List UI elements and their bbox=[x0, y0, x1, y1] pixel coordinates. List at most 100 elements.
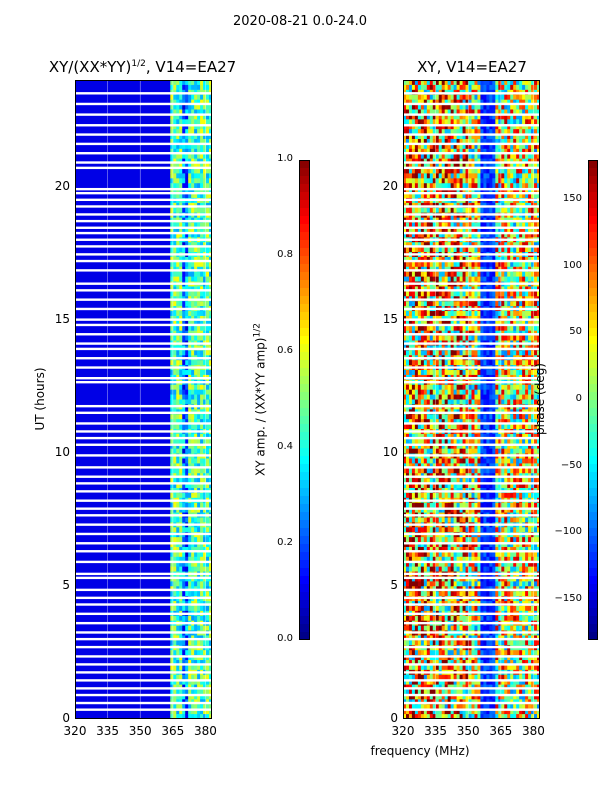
right-heatmap-cell bbox=[447, 542, 452, 548]
right-heatmap-cell bbox=[423, 517, 428, 523]
right-heatmap-cell bbox=[417, 158, 422, 164]
right-heatmap-cell bbox=[417, 148, 422, 155]
left-heatmap-cell bbox=[206, 625, 210, 631]
right-heatmap-cell bbox=[423, 424, 428, 430]
right-heatmap-cell bbox=[429, 542, 434, 548]
right-heatmap-cell bbox=[441, 694, 446, 700]
right-heatmap-cell bbox=[414, 478, 419, 484]
left-heatmap-cell bbox=[206, 443, 210, 450]
right-heatmap-cell bbox=[426, 227, 431, 233]
left-heatmap-cell bbox=[197, 143, 201, 150]
right-heatmap-cell bbox=[468, 468, 472, 474]
right-heatmap-cell bbox=[417, 463, 422, 469]
right-heatmap-cell bbox=[453, 581, 458, 587]
left-heatmap-cell bbox=[194, 537, 198, 543]
left-heatmap-cell bbox=[194, 492, 198, 499]
left-heatmap-cell bbox=[170, 94, 174, 101]
right-heatmap-cell bbox=[420, 551, 425, 558]
right-heatmap-cell bbox=[411, 163, 416, 169]
right-heatmap-cell bbox=[408, 148, 413, 155]
left-heatmap-cell bbox=[200, 301, 204, 307]
right-heatmap-cell bbox=[414, 80, 419, 86]
left-heatmap-cell bbox=[176, 242, 180, 248]
left-heatmap-cell bbox=[182, 468, 186, 474]
right-heatmap-cell bbox=[417, 561, 422, 568]
left-heatmap-cell bbox=[176, 384, 180, 391]
left-heatmap-cell bbox=[197, 114, 201, 120]
left-heatmap-cell bbox=[176, 114, 180, 120]
right-heatmap-cell bbox=[414, 551, 419, 558]
right-heatmap-cell bbox=[444, 448, 449, 454]
right-heatmap-cell bbox=[403, 178, 407, 184]
left-heatmap-cell bbox=[182, 335, 186, 341]
right-heatmap-cell bbox=[411, 546, 416, 553]
right-heatmap-cell bbox=[438, 188, 443, 194]
left-heatmap-cell bbox=[203, 134, 207, 140]
right-heatmap-cell bbox=[444, 615, 449, 622]
left-heatmap-cell bbox=[179, 424, 183, 430]
right-heatmap-cell bbox=[456, 104, 460, 110]
flagged-time-stripe bbox=[75, 499, 212, 502]
right-heatmap-cell bbox=[403, 394, 407, 400]
right-heatmap-cell bbox=[423, 591, 428, 597]
right-heatmap-cell bbox=[435, 655, 440, 661]
right-heatmap-cell bbox=[405, 561, 410, 568]
left-heatmap-cell bbox=[185, 109, 189, 115]
left-heatmap-cell bbox=[188, 271, 192, 278]
left-heatmap-cell bbox=[209, 674, 212, 681]
right-heatmap-cell bbox=[453, 438, 458, 445]
right-heatmap-cell bbox=[432, 419, 437, 425]
left-heatmap-cell bbox=[197, 660, 201, 666]
right-heatmap-cell bbox=[403, 276, 407, 282]
left-heatmap-cell bbox=[203, 448, 207, 454]
right-heatmap-cell bbox=[447, 158, 452, 164]
right-heatmap-cell bbox=[465, 360, 469, 366]
left-heatmap-cell bbox=[179, 660, 183, 666]
right-heatmap-cell bbox=[450, 242, 455, 248]
right-heatmap-cell bbox=[444, 261, 449, 268]
right-heatmap-cell bbox=[459, 178, 463, 184]
left-heatmap-cell bbox=[182, 129, 186, 135]
left-heatmap-cell bbox=[182, 605, 186, 612]
left-heatmap-cell bbox=[194, 99, 198, 105]
right-heatmap-cell bbox=[405, 419, 410, 425]
left-heatmap-cell bbox=[182, 640, 186, 646]
left-heatmap-cell bbox=[194, 271, 198, 278]
right-heatmap-cell bbox=[429, 551, 434, 558]
right-heatmap-cell bbox=[411, 183, 416, 189]
right-heatmap-cell bbox=[408, 527, 413, 533]
right-heatmap-cell bbox=[444, 350, 449, 356]
right-heatmap-cell bbox=[411, 276, 416, 282]
left-heatmap-cell bbox=[191, 581, 195, 587]
left-heatmap-cell bbox=[191, 271, 195, 278]
right-heatmap-cell bbox=[453, 679, 458, 685]
right-heatmap-cell bbox=[405, 714, 410, 719]
right-heatmap-cell bbox=[465, 256, 469, 263]
right-heatmap-cell bbox=[456, 173, 460, 179]
right-heatmap-cell bbox=[462, 350, 466, 356]
left-heatmap-cell bbox=[197, 478, 201, 484]
right-heatmap-cell bbox=[429, 94, 434, 101]
right-heatmap-cell bbox=[405, 468, 410, 474]
right-heatmap-cell bbox=[405, 517, 410, 523]
right-heatmap-cell bbox=[468, 286, 472, 292]
right-heatmap-cell bbox=[411, 109, 416, 115]
right-heatmap-cell bbox=[471, 222, 475, 228]
right-heatmap-cell bbox=[420, 183, 425, 189]
right-heatmap-cell bbox=[450, 163, 455, 169]
right-heatmap-cell bbox=[420, 714, 425, 719]
right-heatmap-cell bbox=[444, 419, 449, 425]
right-heatmap-cell bbox=[423, 660, 428, 666]
right-heatmap-cell bbox=[459, 247, 463, 253]
right-heatmap-cell bbox=[411, 138, 416, 145]
right-heatmap-cell bbox=[447, 517, 452, 523]
right-heatmap-cell bbox=[468, 232, 472, 238]
right-heatmap-cell bbox=[459, 399, 463, 405]
left-heatmap-cell bbox=[200, 679, 204, 685]
left-heatmap-cell bbox=[173, 674, 177, 681]
right-heatmap-cell bbox=[471, 84, 475, 91]
left-heatmap-cell bbox=[191, 443, 195, 450]
right-heatmap-cell bbox=[414, 119, 419, 125]
left-heatmap-cell bbox=[209, 207, 212, 214]
left-heatmap-cell bbox=[173, 119, 177, 125]
